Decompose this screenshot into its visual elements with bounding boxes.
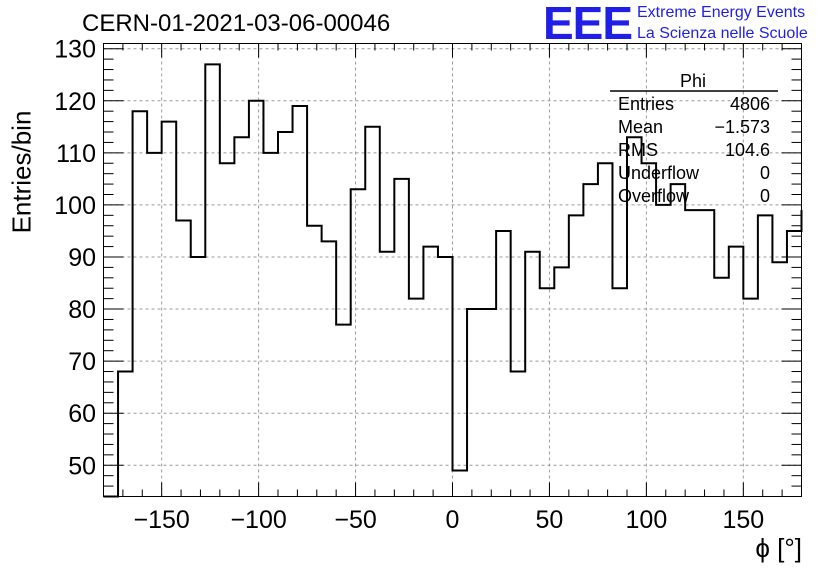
tick-labels: −150 −100 −50 0 50 100 150 50 60 70 80 90 100 110 120 1… — [54, 36, 764, 534]
y-tick-label: 90 — [68, 244, 96, 272]
stats-row-mean: Mean −1.573 — [618, 117, 770, 138]
axis-ticks — [103, 43, 802, 497]
x-tick-label: 50 — [536, 506, 564, 534]
stats-label: Underflow — [618, 163, 700, 183]
stats-row-overflow: Overflow 0 — [618, 186, 770, 207]
y-tick-label: 130 — [54, 36, 96, 64]
stats-box-title: Phi — [680, 71, 707, 91]
y-tick-label: 80 — [68, 296, 96, 324]
y-tick-label: 110 — [56, 140, 96, 168]
x-tick-label: −100 — [230, 506, 286, 534]
stats-value: 0 — [759, 186, 770, 206]
y-axis-label-box: Entries/bin — [2, 110, 42, 234]
y-tick-label: 50 — [68, 452, 96, 480]
stats-value: 4806 — [729, 94, 770, 114]
y-axis-label: Entries/bin — [6, 110, 37, 234]
x-tick-label: 150 — [722, 506, 764, 534]
x-tick-label: −50 — [334, 506, 376, 534]
stats-label: Overflow — [618, 186, 690, 206]
x-tick-label: 0 — [446, 506, 460, 534]
y-tick-label: 60 — [68, 400, 96, 428]
stats-label: Entries — [618, 94, 675, 114]
y-tick-label: 100 — [54, 192, 96, 220]
stats-value: −1.573 — [714, 117, 770, 137]
x-tick-label: 100 — [626, 506, 668, 534]
logo-line-1: Extreme Energy Events — [637, 4, 806, 21]
stats-row-entries: Entries 4806 — [618, 94, 770, 115]
stats-label: Mean — [618, 117, 664, 137]
histogram-step-line — [103, 63, 803, 498]
x-axis-label: ϕ [°] — [755, 533, 802, 563]
y-tick-label: 70 — [68, 348, 96, 376]
stats-row-rms: RMS 104.6 — [618, 140, 770, 161]
chart-title: CERN-01-2021-03-06-00046 — [82, 10, 391, 37]
y-tick-label: 120 — [54, 88, 96, 116]
stats-label: RMS — [618, 140, 658, 160]
eee-logo-mark: EEE — [543, 0, 633, 49]
stats-row-underflow: Underflow 0 — [618, 163, 770, 184]
stats-value: 0 — [759, 163, 770, 183]
logo-line-2: La Scienza nelle Scuole — [637, 25, 808, 42]
x-tick-label: −150 — [134, 506, 190, 534]
stats-value: 104.6 — [724, 140, 770, 160]
